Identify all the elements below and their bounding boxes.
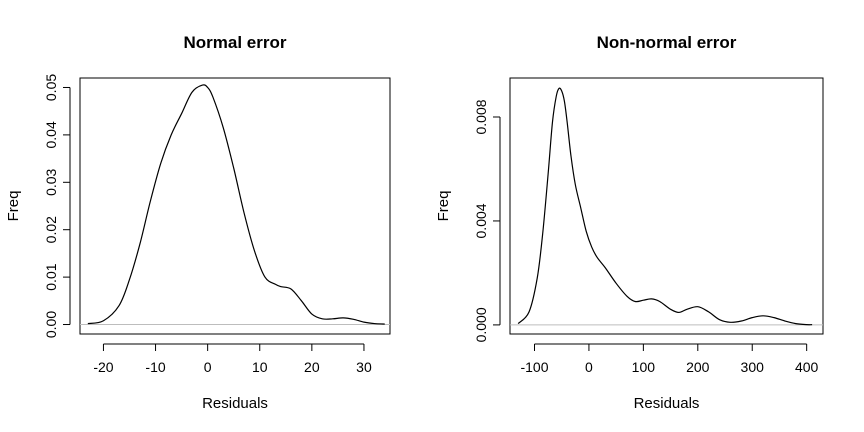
x-axis-label: Residuals xyxy=(202,395,268,412)
x-ticks: -20 -10 0 10 20 30 xyxy=(93,344,372,375)
x-tick-label: 100 xyxy=(632,359,656,375)
x-tick-label: 0 xyxy=(204,359,212,375)
x-tick-label: -100 xyxy=(520,359,548,375)
chart-title: Non-normal error xyxy=(597,33,737,52)
plot-frame xyxy=(79,77,391,335)
x-tick-label: 0 xyxy=(585,359,593,375)
x-tick-label: 30 xyxy=(356,359,372,375)
y-tick-label: 0.05 xyxy=(43,74,59,101)
y-ticks: 0.00 0.01 0.02 0.03 0.04 0.05 xyxy=(43,74,70,338)
x-tick-label: -20 xyxy=(93,359,113,375)
y-tick-label: 0.02 xyxy=(43,216,59,243)
x-tick-label: 20 xyxy=(304,359,320,375)
x-axis-label: Residuals xyxy=(634,395,700,412)
x-tick-label: 400 xyxy=(795,359,819,375)
chart-title: Normal error xyxy=(184,33,287,52)
y-tick-label: 0.01 xyxy=(43,263,59,290)
y-tick-label: 0.03 xyxy=(43,168,59,195)
x-tick-label: 10 xyxy=(252,359,268,375)
y-axis-label: Freq xyxy=(5,191,22,222)
chart-panel-normal-error: Normal error -20 -10 0 10 20 30 0.000.010.020… xyxy=(5,33,391,412)
y-tick-label: 0.000 xyxy=(473,307,489,342)
x-tick-label: 200 xyxy=(686,359,710,375)
chart-panel-non-normal-error: Non-normal error -100 0 100 200 300 400 0.000… xyxy=(435,33,824,412)
y-tick-label: 0.008 xyxy=(473,99,489,134)
density-curve xyxy=(87,84,385,325)
y-tick-label: 0.00 xyxy=(43,311,59,338)
x-ticks: -100 0 100 200 300 400 xyxy=(520,344,819,375)
x-tick-label: 300 xyxy=(741,359,765,375)
plot-frame xyxy=(509,77,824,335)
y-axis-label: Freq xyxy=(435,191,452,222)
y-tick-label: 0.004 xyxy=(473,203,489,238)
y-tick-label: 0.04 xyxy=(43,121,59,148)
density-curve xyxy=(517,87,813,326)
x-tick-label: -10 xyxy=(145,359,165,375)
y-ticks: 0.000 0.004 0.008 xyxy=(473,99,500,342)
